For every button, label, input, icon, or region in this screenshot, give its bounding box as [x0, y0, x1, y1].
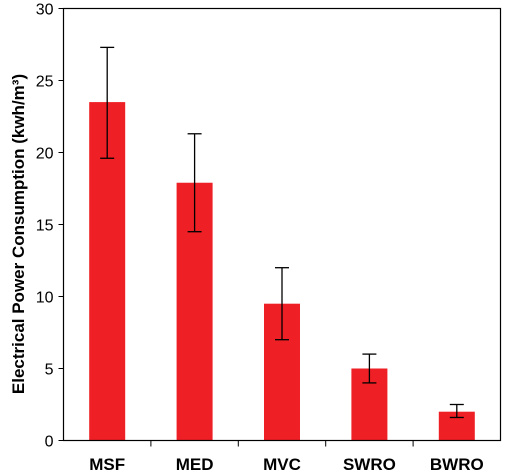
y-tick-label: 30: [36, 2, 54, 19]
y-tick-label: 0: [45, 434, 54, 451]
y-tick-label: 25: [36, 74, 54, 91]
x-tick-label-bwro: BWRO: [430, 455, 484, 474]
y-tick-label: 10: [36, 290, 54, 307]
x-tick-label-mvc: MVC: [263, 455, 301, 474]
error-bar-bwro: [449, 403, 464, 419]
error-bars-group: [100, 46, 464, 419]
y-tick-label: 20: [36, 146, 54, 163]
error-bar-mvc: [275, 267, 289, 341]
y-axis-label: Electrical Power Consumption (kwh/m³): [9, 74, 28, 394]
error-bar-swro: [362, 353, 377, 384]
x-tick-label-swro: SWRO: [343, 455, 396, 474]
y-tick-label: 5: [45, 362, 54, 379]
y-tick-label: 15: [36, 218, 54, 235]
y-axis-ticks: 0 5 10 15 20 25 30: [36, 2, 64, 451]
x-tick-label-med: MED: [176, 455, 214, 474]
x-axis-labels: MSF MED MVC SWRO BWRO: [89, 440, 484, 474]
x-tick-label-msf: MSF: [89, 455, 125, 474]
error-bar-msf: [100, 46, 115, 159]
error-bar-med: [187, 133, 202, 233]
plot-frame: [62, 7, 502, 442]
